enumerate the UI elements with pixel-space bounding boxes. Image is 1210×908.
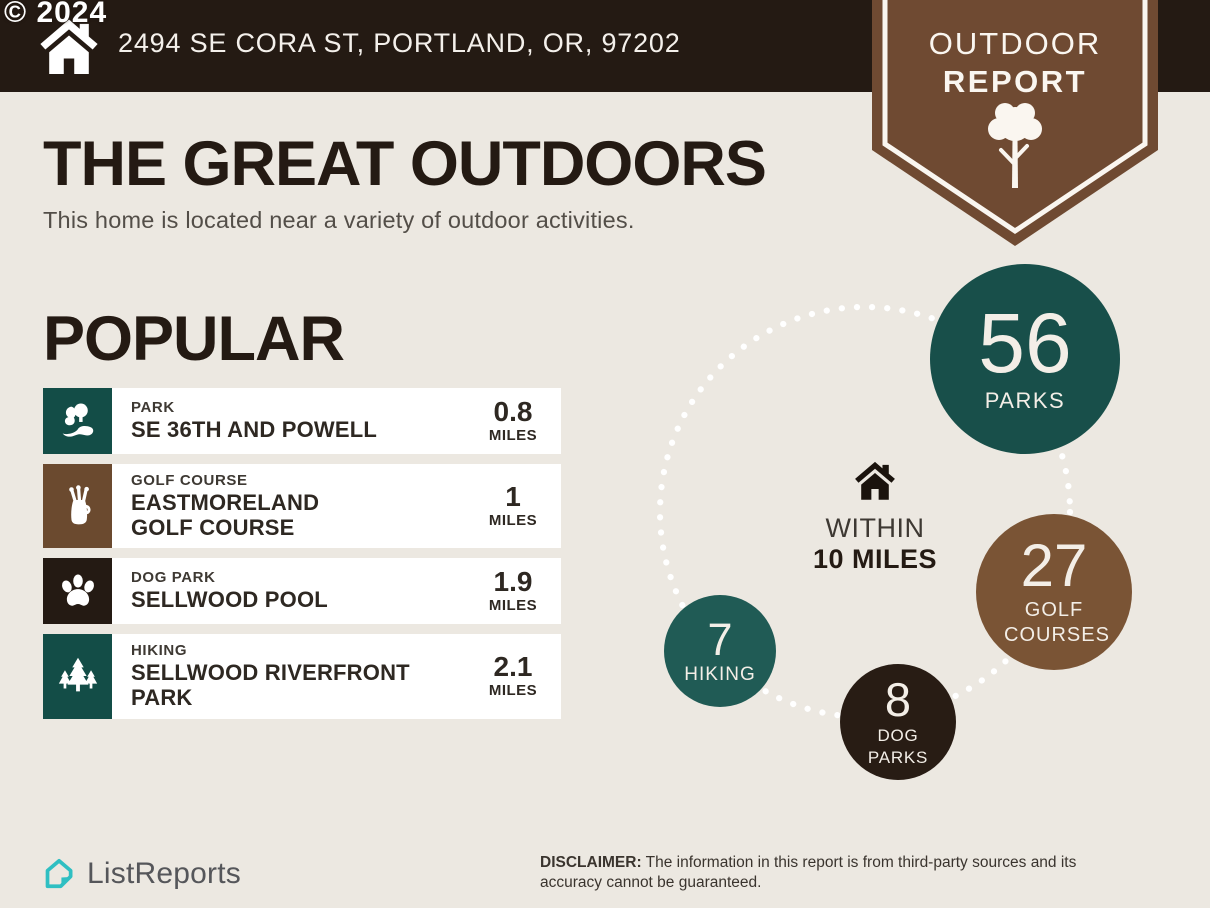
- badge-title-line1: OUTDOOR: [928, 26, 1102, 61]
- stat-circle-hiking: 7 HIKING: [664, 595, 776, 707]
- item-distance: 2.1: [493, 651, 533, 683]
- popular-heading: POPULAR: [43, 304, 345, 374]
- outdoor-report-badge: OUTDOOR REPORT: [872, 0, 1158, 250]
- item-category: DOG PARK: [131, 569, 216, 587]
- pine-trees-icon: [43, 634, 112, 719]
- stat-circle-parks: 56 PARKS: [930, 264, 1120, 454]
- radius-label-within: WITHIN: [825, 513, 925, 543]
- item-distance-unit: MILES: [488, 512, 538, 530]
- stat-value: 8: [884, 673, 912, 727]
- item-name: SELLWOOD RIVERFRONT PARK: [131, 660, 410, 710]
- home-icon: [40, 19, 98, 74]
- paw-icon: [43, 558, 112, 625]
- radius-label-distance: 10 MILES: [812, 544, 938, 574]
- stat-label: PARKS: [984, 387, 1066, 413]
- tree-icon: [988, 103, 1042, 188]
- home-icon: [855, 461, 895, 500]
- item-distance-unit: MILES: [488, 427, 538, 444]
- list-item-golf-course: GOLF COURSE EASTMORELAND GOLF COURSE 1 M…: [43, 464, 561, 549]
- popular-list: PARK SE 36TH AND POWELL 0.8 MILES GOLF C…: [43, 388, 561, 729]
- copyright-watermark: © 2024: [4, 0, 108, 29]
- item-category: PARK: [131, 399, 175, 417]
- item-distance: 1: [505, 481, 521, 513]
- item-name: SE 36TH AND POWELL: [131, 417, 378, 443]
- item-category: GOLF COURSE: [131, 472, 248, 489]
- list-item-dog-park: DOG PARK SELLWOOD POOL 1.9 MILES: [43, 558, 561, 625]
- park-icon: [43, 388, 112, 454]
- item-distance: 0.8: [493, 396, 533, 427]
- stat-value: 7: [707, 613, 733, 665]
- stat-label: DOG PARKS: [867, 726, 929, 767]
- brand-name: ListReports: [87, 856, 241, 890]
- stat-label: HIKING: [684, 663, 756, 685]
- stat-circle-dog-parks: 8 DOG PARKS: [840, 664, 956, 780]
- stat-value: 56: [978, 296, 1072, 391]
- list-item-hiking: HIKING SELLWOOD RIVERFRONT PARK 2.1 MILE…: [43, 634, 561, 719]
- stat-circle-golf-courses: 27 GOLF COURSES: [976, 514, 1132, 670]
- disclaimer: DISCLAIMER: The information in this repo…: [540, 853, 1118, 894]
- badge-title-line2: REPORT: [942, 64, 1088, 99]
- disclaimer-label: DISCLAIMER:: [540, 854, 642, 871]
- item-category: HIKING: [131, 642, 188, 660]
- golf-bag-icon: [43, 464, 112, 549]
- item-distance: 1.9: [493, 566, 533, 598]
- disclaimer-text: The information in this report is from t…: [540, 854, 1077, 892]
- item-distance-unit: MILES: [488, 682, 538, 700]
- page-subtitle: This home is located near a variety of o…: [43, 207, 635, 233]
- listreports-logo: ListReports: [40, 855, 241, 892]
- stat-label: GOLF COURSES: [1004, 599, 1110, 646]
- page-title: THE GREAT OUTDOORS: [43, 129, 767, 199]
- stat-value: 27: [1020, 532, 1088, 599]
- listreports-house-icon: [45, 858, 73, 889]
- item-name: EASTMORELAND GOLF COURSE: [131, 490, 320, 540]
- item-distance-unit: MILES: [488, 597, 538, 615]
- property-address: 2494 SE CORA ST, PORTLAND, OR, 97202: [118, 28, 681, 58]
- item-name: SELLWOOD POOL: [131, 587, 328, 613]
- radius-center: WITHIN 10 MILES: [790, 458, 960, 575]
- list-item-park: PARK SE 36TH AND POWELL 0.8 MILES: [43, 388, 561, 454]
